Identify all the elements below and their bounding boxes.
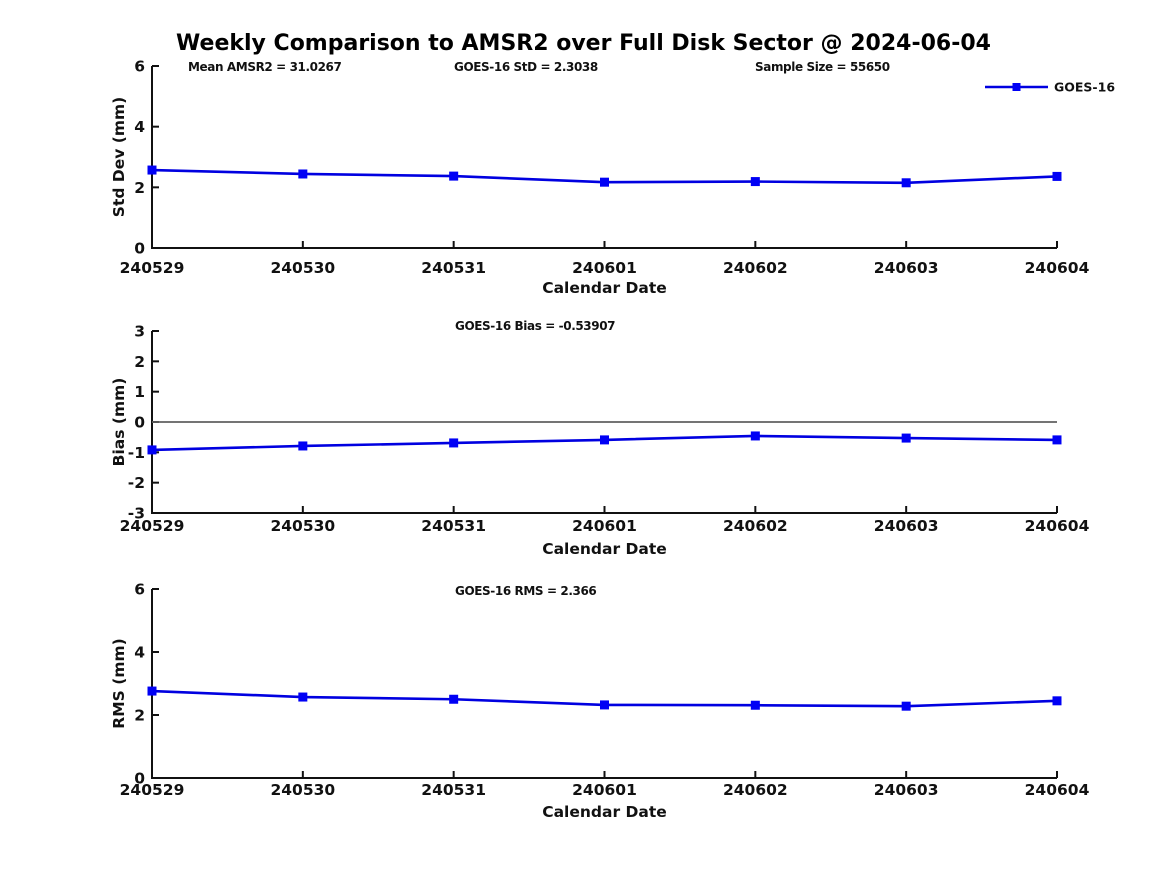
subplot-annotation: Sample Size = 55650: [755, 60, 890, 74]
x-tick-label: 240602: [723, 517, 788, 535]
x-tick-label: 240601: [572, 517, 637, 535]
x-tick-label: 240601: [572, 781, 637, 799]
goes16-data-marker: [147, 165, 157, 175]
x-tick-label: 240601: [572, 259, 637, 277]
x-axis-label: Calendar Date: [542, 803, 667, 821]
goes16-data-marker: [147, 445, 157, 455]
x-tick-label: 240603: [874, 517, 939, 535]
y-tick-label: 2: [134, 707, 145, 725]
y-tick-label: 6: [134, 581, 145, 599]
legend-marker-sample: [1012, 83, 1021, 91]
x-tick-label: 240531: [421, 517, 486, 535]
x-tick-label: 240602: [723, 259, 788, 277]
y-tick-label: 0: [134, 414, 145, 432]
goes16-data-marker: [750, 700, 760, 710]
goes16-data-marker: [298, 441, 308, 451]
goes16-data-marker: [901, 701, 911, 711]
y-tick-label: 0: [134, 240, 145, 258]
y-tick-label: 2: [134, 353, 145, 371]
goes16-data-marker: [449, 694, 459, 704]
goes16-data-marker: [1052, 171, 1062, 181]
y-axis-label: Bias (mm): [110, 378, 128, 467]
goes16-data-marker: [600, 177, 609, 187]
x-tick-label: 240529: [120, 259, 185, 277]
x-tick-label: 240604: [1025, 517, 1090, 535]
y-axis-label: Std Dev (mm): [110, 97, 128, 217]
figure-title: Weekly Comparison to AMSR2 over Full Dis…: [176, 31, 991, 56]
goes16-data-marker: [600, 435, 609, 445]
x-tick-label: 240529: [120, 517, 185, 535]
x-tick-label: 240529: [120, 781, 185, 799]
y-tick-label: 1: [134, 383, 145, 401]
x-tick-label: 240603: [874, 259, 939, 277]
subplot-rms: 0 2 4 6 240529 240530 240531 240601 240602 240603…: [110, 581, 1090, 822]
x-tick-label: 240531: [421, 781, 486, 799]
x-tick-label: 240602: [723, 781, 788, 799]
x-axis-label: Calendar Date: [542, 279, 667, 297]
x-tick-label: 240603: [874, 781, 939, 799]
subplot-annotation: GOES-16 Bias = -0.53907: [455, 319, 615, 333]
goes16-data-marker: [1052, 696, 1062, 706]
legend: GOES-16: [985, 80, 1115, 95]
goes16-data-marker: [449, 438, 459, 448]
goes16-data-marker: [1052, 435, 1062, 445]
subplot-bias: -3 -2 -1 0 1 2 3 240529 240530 240531 240601 240602…: [110, 319, 1090, 558]
goes16-data-marker: [298, 692, 308, 702]
subplot-std-dev: 0 2 4 6 240529 240530 240531 240601 240602 240603…: [110, 58, 1115, 298]
goes16-data-marker: [901, 433, 911, 443]
goes16-data-marker: [901, 178, 911, 188]
x-tick-label: 240530: [270, 517, 335, 535]
y-tick-label: -2: [128, 474, 145, 492]
goes16-data-marker: [298, 169, 308, 179]
x-axis-label: Calendar Date: [542, 540, 667, 558]
goes16-data-marker: [750, 177, 760, 187]
subplot-annotation: GOES-16 StD = 2.3038: [454, 60, 598, 74]
x-tick-label: 240604: [1025, 781, 1090, 799]
y-tick-label: -3: [128, 505, 145, 523]
y-tick-label: 4: [134, 644, 145, 662]
y-tick-label: 6: [134, 58, 145, 76]
y-tick-label: -1: [128, 444, 145, 462]
y-axis-label: RMS (mm): [110, 638, 128, 728]
goes16-data-marker: [750, 431, 760, 441]
x-tick-label: 240531: [421, 259, 486, 277]
y-tick-label: 2: [134, 179, 145, 197]
legend-label: GOES-16: [1054, 80, 1115, 95]
goes16-data-marker: [147, 686, 157, 696]
y-tick-label: 0: [134, 770, 145, 788]
goes16-data-marker: [449, 171, 459, 181]
subplot-annotation: Mean AMSR2 = 31.0267: [188, 60, 341, 74]
x-tick-label: 240604: [1025, 259, 1090, 277]
subplot-annotation: GOES-16 RMS = 2.366: [455, 584, 596, 598]
x-tick-label: 240530: [270, 781, 335, 799]
y-tick-label: 4: [134, 118, 145, 136]
x-tick-label: 240530: [270, 259, 335, 277]
goes16-data-marker: [600, 700, 609, 710]
y-tick-label: 3: [134, 323, 145, 341]
